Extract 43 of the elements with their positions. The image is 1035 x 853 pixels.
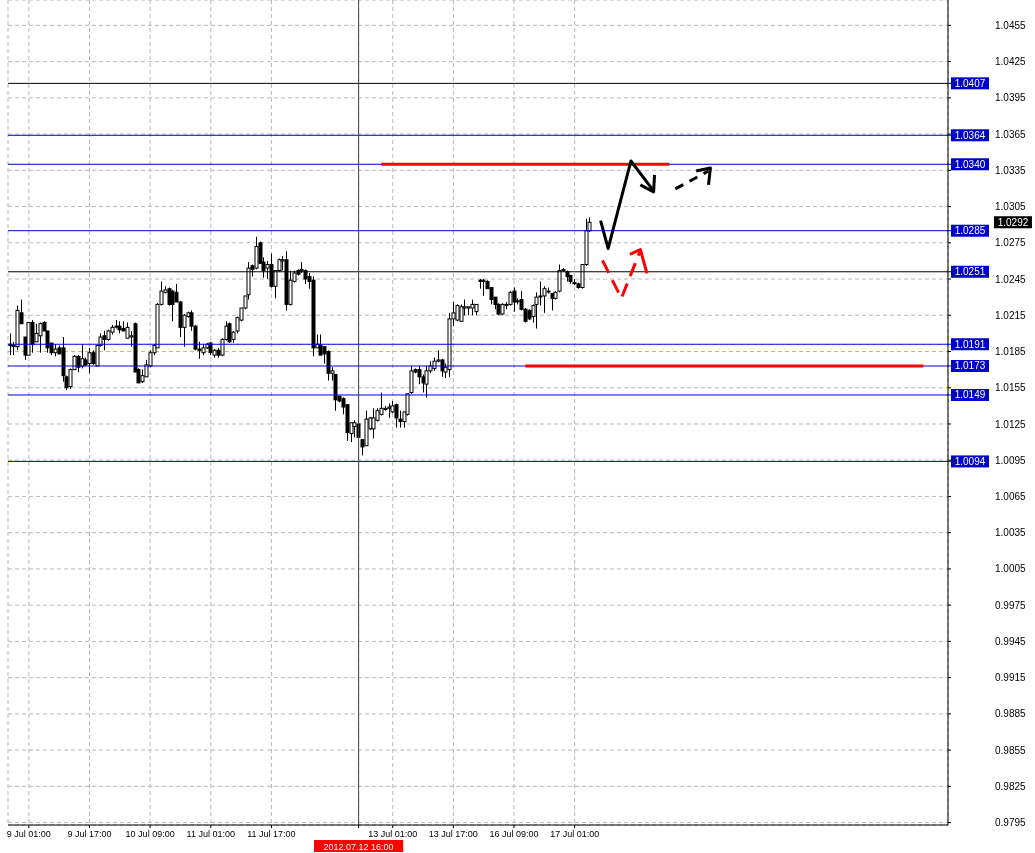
y-tick-label: 0.9945 [995,635,1027,647]
y-tick-label: 1.0215 [995,309,1027,321]
y-tick-label: 1.0425 [995,56,1027,68]
y-tick-label: 0.9915 [995,672,1027,684]
y-tick-label: 0.9825 [995,780,1027,792]
x-tick-label: 13 Jul 17:00 [428,829,478,839]
x-tick-label: 11 Jul 01:00 [186,829,235,839]
ref-line-label: 1.0149 [954,389,986,401]
ref-line-label: 1.0364 [954,129,986,141]
ref-line-label: 1.0285 [954,225,986,237]
ref-line-label: 1.0094 [954,455,986,467]
x-tick-label: 9 Jul 01:00 [6,829,51,839]
x-tick-label: 9 Jul 17:00 [67,829,112,839]
ref-line-label: 1.0191 [954,338,986,350]
ref-line-label: 1.0173 [954,360,986,372]
x-tick-label: 11 Jul 17:00 [247,829,296,839]
ref-line-label: 1.0251 [954,266,986,278]
y-tick-label: 0.9885 [995,708,1027,720]
y-tick-label: 1.0005 [995,563,1027,575]
y-tick-label: 1.0455 [995,19,1027,31]
y-tick-label: 1.0125 [995,418,1027,430]
x-tick-label: 17 Jul 01:00 [550,829,600,839]
x-tick-label: 16 Jul 09:00 [489,829,539,839]
y-tick-label: 1.0245 [995,273,1027,285]
y-tick-label: 1.0395 [995,92,1027,104]
y-tick-label: 1.0155 [995,382,1027,394]
text: 1.0292 [997,216,1029,228]
y-tick-label: 0.9795 [995,817,1027,829]
x-tick-label: 10 Jul 09:00 [125,829,175,839]
y-tick-label: 1.0185 [995,346,1027,358]
y-tick-label: 1.0065 [995,491,1027,502]
y-tick-label: 1.0305 [995,201,1027,213]
y-tick-label: 0.9975 [995,599,1027,611]
y-tick-label: 1.0095 [995,454,1027,466]
y-tick-label: 1.0275 [995,237,1027,249]
y-tick-label: 0.9855 [995,744,1027,756]
y-tick-label: 1.0035 [995,527,1027,539]
ref-line-label: 1.0407 [954,77,986,89]
ref-line-label: 1.0340 [954,158,986,170]
y-tick-label: 1.0365 [995,128,1027,140]
x-tick-label: 2012.07.12 16:00 [323,841,394,852]
x-tick-label: 13 Jul 01:00 [368,829,418,839]
y-tick-label: 1.0335 [995,164,1027,176]
